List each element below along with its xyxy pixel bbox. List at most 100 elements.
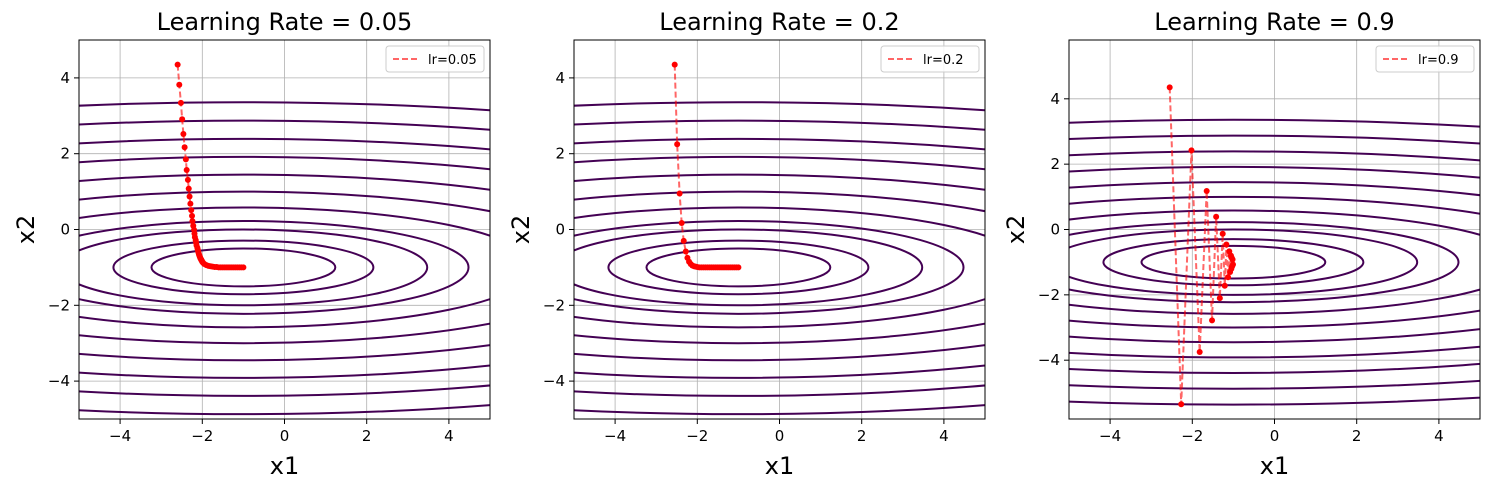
x-tick-label: −4 bbox=[604, 427, 626, 445]
data-point bbox=[1221, 282, 1228, 289]
data-point bbox=[1188, 147, 1195, 154]
contour-level bbox=[607, 239, 870, 296]
data-point bbox=[680, 237, 687, 244]
x-axis-label: x1 bbox=[765, 452, 794, 480]
y-tick-label: 0 bbox=[1050, 221, 1060, 239]
data-point bbox=[1196, 349, 1203, 356]
data-point bbox=[1225, 274, 1232, 281]
chart-title: Learning Rate = 0.05 bbox=[157, 8, 413, 36]
legend: lr=0.05 bbox=[385, 45, 485, 73]
contour-level bbox=[1069, 221, 1460, 304]
y-tick-label: 4 bbox=[555, 69, 565, 87]
x-axis-label: x1 bbox=[270, 452, 299, 480]
series-path bbox=[174, 61, 247, 271]
y-axis-label: x2 bbox=[1002, 215, 1030, 244]
contour-level bbox=[1069, 228, 1419, 296]
x-tick-label: −4 bbox=[109, 427, 131, 445]
y-tick-label: 4 bbox=[1050, 90, 1060, 108]
contour-level bbox=[1102, 238, 1365, 287]
legend-box bbox=[880, 45, 980, 73]
x-tick-label: 2 bbox=[1352, 427, 1362, 445]
series-line bbox=[673, 64, 739, 269]
contour-level bbox=[79, 155, 490, 379]
data-point bbox=[1178, 401, 1185, 408]
contour-level bbox=[574, 190, 985, 345]
contour-level bbox=[79, 190, 490, 345]
y-tick-label: 4 bbox=[60, 69, 70, 87]
data-point bbox=[735, 264, 742, 271]
contour-level bbox=[574, 173, 985, 362]
x-tick-label: −2 bbox=[191, 427, 213, 445]
x-tick-label: 4 bbox=[939, 427, 949, 445]
data-point bbox=[682, 248, 689, 255]
data-point bbox=[189, 212, 196, 219]
chart-title: Learning Rate = 0.9 bbox=[1154, 8, 1394, 36]
legend: lr=0.2 bbox=[880, 45, 980, 73]
y-tick-label: −4 bbox=[48, 372, 70, 390]
legend-label: lr=0.2 bbox=[923, 53, 964, 68]
y-tick-label: −4 bbox=[1038, 351, 1060, 369]
series-path bbox=[671, 61, 742, 271]
y-tick-label: 2 bbox=[555, 145, 565, 163]
contour-level bbox=[1069, 165, 1480, 359]
data-point bbox=[176, 81, 183, 88]
x-tick-label: −2 bbox=[1181, 427, 1203, 445]
series-line bbox=[176, 64, 244, 269]
data-point bbox=[179, 116, 186, 123]
x-tick-label: 2 bbox=[857, 427, 867, 445]
data-point bbox=[674, 141, 681, 148]
contour-level bbox=[574, 137, 985, 397]
data-point bbox=[1213, 213, 1220, 220]
contour-level bbox=[79, 119, 490, 416]
y-tick-label: 0 bbox=[555, 221, 565, 239]
contour-level bbox=[574, 101, 985, 112]
y-tick-label: −2 bbox=[48, 296, 70, 314]
contour-level bbox=[645, 247, 832, 288]
data-point bbox=[1219, 230, 1226, 237]
contour-level bbox=[574, 228, 924, 307]
contour-lines bbox=[79, 101, 490, 416]
y-axis-label: x2 bbox=[12, 215, 40, 244]
data-point bbox=[180, 130, 187, 137]
contour-level bbox=[79, 206, 490, 329]
data-point bbox=[177, 99, 184, 106]
y-tick-label: 0 bbox=[60, 221, 70, 239]
legend-label: lr=0.05 bbox=[428, 53, 477, 68]
chart-title: Learning Rate = 0.2 bbox=[659, 8, 899, 36]
contour-level bbox=[79, 173, 490, 362]
contour-level bbox=[574, 206, 985, 329]
contour-level bbox=[79, 219, 470, 315]
subplot-1: −4 −2 0 2 4 −4 −2 0 2 4 Learning Rate = 0.05 x1 x2 lr… bbox=[12, 8, 491, 480]
data-point bbox=[184, 176, 191, 183]
data-point bbox=[183, 166, 190, 173]
data-point bbox=[671, 61, 678, 68]
data-point bbox=[1166, 84, 1173, 91]
data-point bbox=[182, 156, 189, 163]
x-tick-label: −4 bbox=[1099, 427, 1121, 445]
contour-level bbox=[112, 239, 375, 296]
contour-lines bbox=[1069, 118, 1480, 406]
data-point bbox=[1223, 241, 1230, 248]
contour-level bbox=[1069, 181, 1480, 344]
x-tick-label: 4 bbox=[444, 427, 454, 445]
contour-level bbox=[574, 155, 985, 379]
data-point bbox=[174, 61, 181, 68]
x-tick-label: 0 bbox=[775, 427, 785, 445]
legend: lr=0.9 bbox=[1375, 45, 1475, 73]
x-tick-label: −2 bbox=[686, 427, 708, 445]
subplot-3: −4 −2 0 2 4 −4 −2 0 2 4 Learning Rate = 0.9 x1 x2 lr=… bbox=[1002, 8, 1481, 480]
data-point bbox=[188, 207, 195, 214]
contour-level bbox=[79, 228, 429, 307]
data-point bbox=[240, 264, 247, 271]
y-axis-label: x2 bbox=[507, 215, 535, 244]
data-point bbox=[676, 190, 683, 197]
x-tick-label: 0 bbox=[1270, 427, 1280, 445]
data-point bbox=[1203, 187, 1210, 194]
contour-level bbox=[79, 137, 490, 397]
data-point bbox=[1229, 256, 1236, 263]
y-tick-label: −2 bbox=[543, 296, 565, 314]
legend-box bbox=[385, 45, 485, 73]
data-point bbox=[1216, 295, 1223, 302]
contour-level bbox=[574, 119, 985, 416]
